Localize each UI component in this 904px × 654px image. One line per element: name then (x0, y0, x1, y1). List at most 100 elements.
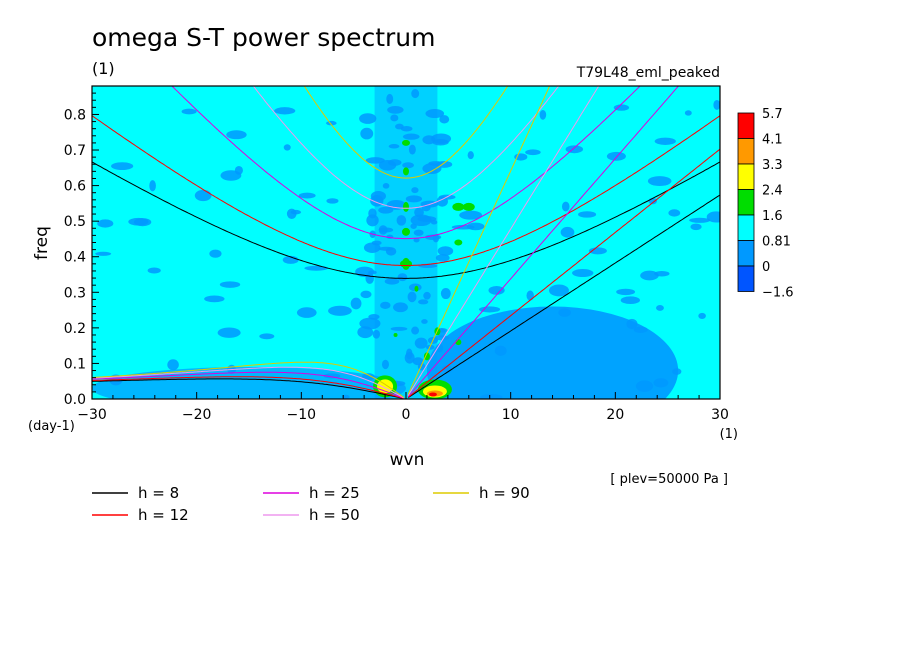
field-patch (181, 108, 197, 115)
field-patch (395, 123, 404, 130)
field-patch (95, 251, 112, 256)
y-axis: 0.0 0.1 0.2 0.3 0.4 0.5 0.6 0.7 0.8 (64, 85, 99, 408)
field-patch (620, 296, 640, 305)
field-patch (561, 201, 570, 212)
field-patch (167, 359, 179, 371)
x-tick-label: 0 (402, 407, 411, 423)
field-patch (613, 104, 630, 111)
field-patch (386, 200, 406, 210)
field-patch (226, 130, 247, 140)
field-patch (525, 149, 541, 156)
field-patch (286, 208, 297, 219)
field-patch (626, 318, 638, 330)
field-patch (111, 162, 134, 170)
field-patch (365, 272, 374, 284)
field-patch (387, 106, 404, 114)
field-patch (381, 359, 390, 370)
level-footnote: [ plev=50000 Pa ] (610, 472, 728, 487)
legend: h = 8 h = 12 h = 25 h = 50 h = 90 (92, 484, 530, 524)
field-patch (640, 270, 659, 281)
field-patch (578, 211, 597, 218)
field-patch (616, 288, 636, 296)
field-patch (366, 214, 379, 227)
field-patch (360, 127, 374, 140)
field-patch (423, 352, 430, 361)
legend-label: h = 50 (309, 506, 360, 524)
legend-label: h = 90 (479, 484, 530, 502)
y-tick-label: 0.6 (64, 179, 86, 195)
colorbar-label: 2.4 (762, 184, 783, 199)
field-patch (668, 209, 681, 217)
colorbar-swatch (737, 240, 755, 267)
field-patch (341, 394, 350, 399)
field-patch (684, 110, 692, 116)
field-patch (411, 187, 419, 194)
y-unit-label: (day-1) (28, 419, 75, 434)
dispersion-curve (407, 86, 680, 397)
field-patch (462, 202, 475, 211)
colorbar: 5.7 4.1 3.3 2.4 1.6 0.81 0 −1.6 (737, 107, 794, 301)
field-patch (403, 201, 409, 212)
field-patch (647, 176, 672, 187)
field-patch (328, 305, 352, 316)
low-region (426, 306, 679, 399)
field-patch (690, 223, 702, 231)
field-patch (455, 339, 462, 346)
field-patch (363, 242, 381, 253)
field-patch (653, 378, 669, 388)
field-patch (402, 133, 420, 140)
field-patch (393, 302, 408, 313)
field-patch (368, 314, 380, 320)
colorbar-label: 0 (762, 260, 770, 275)
field-peak (428, 392, 437, 397)
field-patch (149, 180, 156, 192)
field-patch (360, 290, 372, 299)
field-patch (478, 306, 501, 313)
field-patch (434, 335, 450, 341)
dispersion-curve (252, 86, 560, 209)
field-patch (378, 227, 394, 233)
field-patch (606, 151, 626, 161)
field-patch (404, 352, 415, 364)
field-patch (672, 368, 682, 375)
legend-label: h = 8 (138, 484, 179, 502)
field-patch (274, 107, 296, 115)
field-peak (452, 202, 465, 211)
field-patch (405, 195, 423, 203)
plot-background (92, 86, 720, 399)
colorbar-swatch (737, 265, 755, 292)
colorbar-swatch (737, 189, 755, 216)
field-patch (359, 317, 381, 330)
field-patch (414, 337, 428, 349)
field-patch (209, 249, 222, 258)
field-patch (402, 227, 410, 236)
field-patch (380, 301, 391, 309)
field-patch (440, 288, 451, 300)
y-axis-label: freq (32, 226, 52, 260)
field-patch (386, 93, 394, 104)
dispersion-curve (303, 86, 509, 179)
colorbar-label: 0.81 (762, 235, 791, 250)
field-patch (387, 159, 402, 166)
field-patch (97, 219, 114, 228)
x-tick-label: 20 (606, 407, 624, 423)
field-patch (421, 319, 428, 324)
field-patch (326, 198, 339, 204)
field-patch (565, 145, 584, 154)
dispersion-curve (92, 161, 720, 279)
field-patch (411, 326, 420, 335)
field-patch (560, 226, 575, 238)
colorbar-label: 4.1 (762, 133, 783, 148)
dispersion-curve (92, 366, 405, 399)
field-patch (437, 246, 454, 256)
field-patch (633, 326, 648, 333)
y-tick-label: 0.5 (64, 214, 86, 230)
x-tick-label: −30 (77, 407, 107, 423)
field-patch (296, 307, 317, 318)
low-region (92, 366, 406, 399)
field-patch (656, 305, 664, 311)
dispersion-curve (92, 371, 405, 399)
field-patch (431, 133, 452, 144)
colorbar-label: 3.3 (762, 158, 783, 173)
field-patch (259, 333, 275, 340)
